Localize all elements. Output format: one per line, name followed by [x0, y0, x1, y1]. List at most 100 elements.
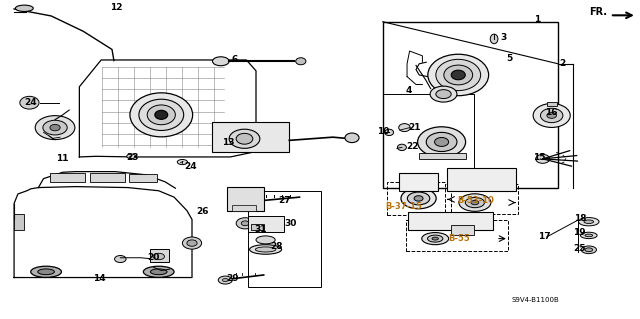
- Ellipse shape: [579, 218, 599, 226]
- Ellipse shape: [239, 198, 255, 208]
- Text: 17: 17: [538, 232, 551, 241]
- Ellipse shape: [147, 105, 175, 125]
- Text: 20: 20: [147, 253, 160, 262]
- Ellipse shape: [490, 34, 498, 44]
- Bar: [90, 173, 125, 182]
- Ellipse shape: [397, 144, 406, 151]
- Text: 2: 2: [559, 59, 565, 68]
- Bar: [547, 102, 557, 106]
- Ellipse shape: [345, 133, 359, 143]
- Ellipse shape: [250, 245, 282, 254]
- Ellipse shape: [451, 70, 465, 80]
- Bar: [383, 94, 474, 188]
- Ellipse shape: [150, 269, 167, 275]
- Ellipse shape: [430, 86, 457, 102]
- Bar: [212, 122, 289, 152]
- Ellipse shape: [533, 103, 570, 128]
- Ellipse shape: [115, 256, 126, 263]
- Text: S9V4-B1100B: S9V4-B1100B: [511, 298, 559, 303]
- Text: B-37-15: B-37-15: [385, 202, 422, 211]
- Bar: [129, 174, 157, 182]
- Text: 16: 16: [545, 108, 558, 117]
- Ellipse shape: [229, 129, 260, 148]
- Ellipse shape: [139, 99, 184, 130]
- Text: 5: 5: [506, 54, 513, 63]
- Ellipse shape: [422, 233, 449, 245]
- Ellipse shape: [385, 129, 394, 136]
- Ellipse shape: [182, 237, 202, 249]
- Ellipse shape: [38, 269, 54, 275]
- Ellipse shape: [432, 237, 438, 240]
- Bar: [408, 212, 493, 230]
- Ellipse shape: [130, 93, 193, 137]
- Ellipse shape: [581, 246, 596, 254]
- Ellipse shape: [465, 197, 484, 208]
- Ellipse shape: [584, 220, 594, 223]
- Ellipse shape: [414, 196, 423, 201]
- Ellipse shape: [408, 192, 430, 205]
- Ellipse shape: [223, 278, 228, 282]
- Ellipse shape: [459, 194, 491, 211]
- Text: 12: 12: [110, 3, 123, 11]
- Ellipse shape: [471, 200, 479, 205]
- Text: 26: 26: [196, 207, 209, 216]
- Text: 18: 18: [573, 214, 586, 223]
- Bar: [419, 153, 466, 159]
- Text: 31: 31: [255, 225, 268, 234]
- Ellipse shape: [43, 120, 67, 135]
- Ellipse shape: [35, 116, 75, 140]
- Bar: [50, 173, 85, 182]
- Text: 27: 27: [278, 197, 291, 205]
- Text: 25: 25: [573, 244, 586, 253]
- Text: 29: 29: [227, 274, 239, 283]
- Ellipse shape: [218, 276, 232, 284]
- Bar: [227, 187, 264, 211]
- Ellipse shape: [585, 234, 593, 237]
- Bar: [251, 224, 264, 230]
- Bar: [14, 214, 24, 230]
- Ellipse shape: [580, 232, 597, 239]
- Text: 28: 28: [270, 242, 283, 251]
- Ellipse shape: [547, 113, 557, 118]
- Bar: [150, 249, 169, 262]
- Ellipse shape: [241, 221, 249, 226]
- Bar: [451, 225, 474, 235]
- Ellipse shape: [296, 58, 306, 65]
- Ellipse shape: [426, 132, 457, 152]
- Ellipse shape: [143, 266, 174, 277]
- Ellipse shape: [401, 188, 436, 209]
- Text: 19: 19: [573, 228, 586, 237]
- Ellipse shape: [436, 90, 451, 99]
- Ellipse shape: [212, 57, 229, 66]
- Ellipse shape: [236, 218, 254, 229]
- Ellipse shape: [435, 137, 449, 146]
- Bar: [406, 220, 508, 251]
- Ellipse shape: [177, 160, 188, 165]
- Ellipse shape: [399, 123, 410, 132]
- Text: 15: 15: [533, 153, 546, 162]
- Ellipse shape: [153, 253, 164, 260]
- Text: 23: 23: [126, 153, 139, 162]
- Ellipse shape: [243, 201, 251, 205]
- Ellipse shape: [428, 54, 489, 96]
- Text: 22: 22: [406, 142, 419, 151]
- Ellipse shape: [536, 154, 550, 163]
- Bar: [447, 168, 516, 191]
- Text: 21: 21: [408, 123, 421, 132]
- Text: 13: 13: [221, 138, 234, 147]
- Text: 6: 6: [231, 56, 237, 64]
- Ellipse shape: [31, 266, 61, 277]
- Bar: [383, 22, 558, 188]
- Ellipse shape: [236, 133, 253, 144]
- Bar: [248, 216, 284, 232]
- Ellipse shape: [256, 236, 275, 244]
- Ellipse shape: [50, 124, 60, 131]
- Ellipse shape: [428, 235, 443, 242]
- Bar: [399, 173, 438, 191]
- Text: 4: 4: [405, 86, 412, 95]
- Bar: [445, 184, 518, 214]
- Text: B-53-10: B-53-10: [457, 196, 494, 205]
- Text: B-55: B-55: [449, 234, 470, 243]
- Text: 3: 3: [500, 33, 506, 42]
- Bar: [248, 191, 321, 287]
